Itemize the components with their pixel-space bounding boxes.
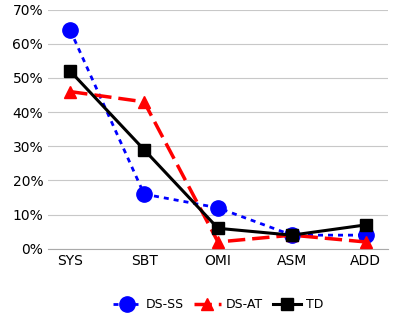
DS-SS (68, 28, 72, 32)
Line: DS-SS: DS-SS (62, 22, 374, 243)
TD (142, 148, 146, 152)
DS-SS (290, 233, 294, 237)
DS-AT (290, 233, 294, 237)
Line: DS-AT: DS-AT (64, 85, 372, 248)
TD (68, 69, 72, 73)
Line: TD: TD (65, 65, 371, 241)
DS-SS (216, 206, 220, 210)
TD (364, 223, 368, 227)
DS-SS (142, 192, 146, 196)
TD (290, 233, 294, 237)
DS-AT (68, 90, 72, 93)
TD (216, 226, 220, 230)
DS-AT (142, 100, 146, 104)
DS-AT (216, 240, 220, 244)
DS-AT (364, 240, 368, 244)
Legend: DS-SS, DS-AT, TD: DS-SS, DS-AT, TD (108, 293, 328, 316)
DS-SS (364, 233, 368, 237)
